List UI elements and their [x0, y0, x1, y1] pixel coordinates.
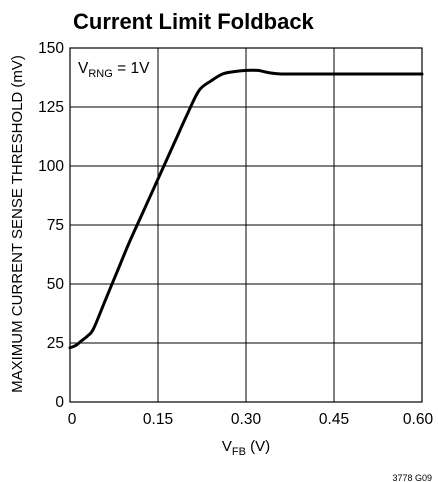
- vrng-suffix: = 1V: [113, 60, 150, 77]
- y-tick-labels: 0 25 50 75 100 125 150: [38, 40, 64, 411]
- x-tick-label: 0.15: [143, 411, 173, 428]
- y-tick-label: 50: [47, 276, 65, 293]
- x-tick-labels: 0 0.15 0.30 0.45 0.60: [68, 411, 434, 428]
- x-axis-label: VFB (V): [222, 438, 270, 458]
- vrng-annotation: VRNG = 1V: [78, 60, 150, 80]
- vrng-main: V: [78, 60, 89, 77]
- y-tick-label: 100: [38, 158, 64, 175]
- series-line: [68, 68, 424, 350]
- x-tick-label: 0.60: [403, 411, 434, 428]
- plot-frame: [69, 47, 423, 403]
- chart-title: Current Limit Foldback: [73, 9, 315, 34]
- x-axis-label-main: V: [222, 438, 232, 455]
- vrng-sub: RNG: [88, 68, 112, 80]
- y-tick-label: 125: [38, 99, 64, 116]
- x-tick-label: 0.45: [319, 411, 349, 428]
- y-tick-label: 25: [47, 335, 64, 352]
- x-tick-label: 0: [68, 411, 77, 428]
- x-axis-label-suffix: (V): [246, 438, 270, 455]
- y-tick-label: 0: [55, 394, 64, 411]
- y-tick-label: 150: [38, 40, 64, 57]
- y-axis-label: MAXIMUM CURRENT SENSE THRESHOLD (mV): [9, 55, 26, 393]
- y-tick-label: 75: [47, 217, 64, 234]
- grid: [70, 48, 422, 402]
- x-tick-label: 0.30: [231, 411, 262, 428]
- x-axis-label-sub: FB: [232, 446, 246, 458]
- figure-id: 3778 G09: [392, 473, 432, 482]
